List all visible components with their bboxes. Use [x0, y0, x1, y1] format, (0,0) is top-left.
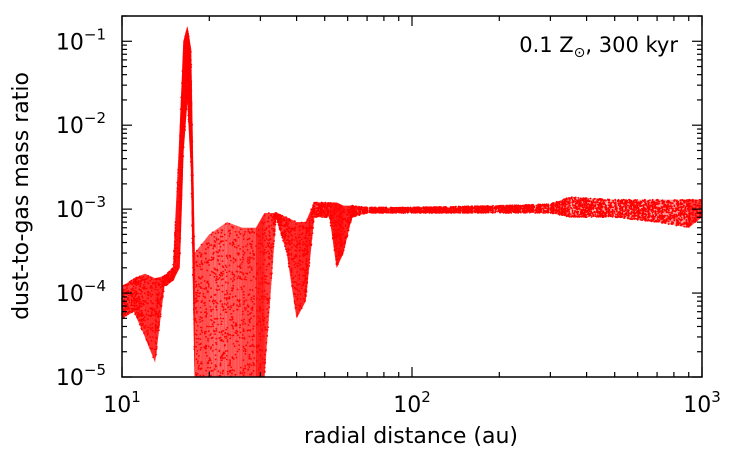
data-point — [475, 205, 478, 208]
data-point — [429, 206, 432, 209]
data-point — [486, 205, 489, 207]
data-point — [497, 207, 500, 210]
scatter-points — [121, 26, 703, 378]
data-point — [492, 204, 494, 207]
data-point — [459, 210, 462, 212]
